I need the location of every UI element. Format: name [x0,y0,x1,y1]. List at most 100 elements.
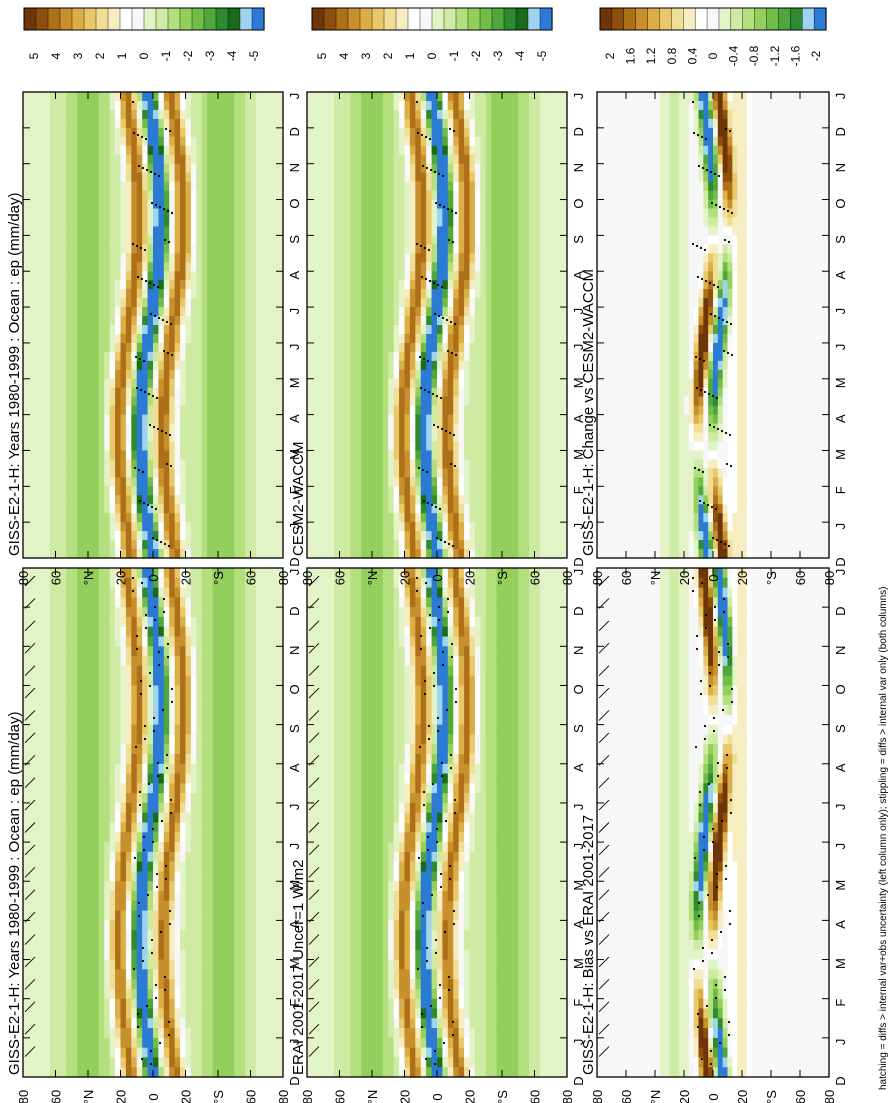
heatmap-cell [55,333,62,344]
heatmap-cell [174,783,181,794]
stipple-dot [137,914,141,918]
heatmap-cell [201,540,208,550]
panel-1-heatmap [23,568,284,1078]
heatmap-cell [201,812,208,824]
heatmap-cell [218,235,225,245]
heatmap-cell [120,540,127,550]
heatmap-cell [82,100,89,111]
heatmap-cell [185,1057,192,1068]
heatmap-cell [180,949,187,961]
heatmap-cell [104,763,111,775]
heatmap-cell [201,705,208,716]
heatmap-cell [153,793,160,804]
heatmap-cell [93,1067,100,1078]
heatmap-cell [218,773,225,784]
heatmap-cell [158,208,165,219]
heatmap-cell [245,387,252,398]
heatmap-cell [28,360,35,371]
heatmap-cell [207,163,214,174]
heatmap-cell [44,851,51,863]
heatmap-cell [218,136,225,147]
heatmap-cell [39,477,46,487]
heatmap-cell [125,656,132,667]
heatmap-cell [23,597,30,608]
heatmap-cell [136,280,143,290]
heatmap-cell [23,92,30,102]
heatmap-cell [250,226,257,236]
heatmap-cell [196,753,203,765]
heatmap-cell [44,793,51,804]
heatmap-cell [245,616,252,628]
heatmap-cell [109,636,116,647]
heatmap-cell [228,636,235,647]
heatmap-cell [158,378,165,389]
heatmap-cell [158,522,165,532]
heatmap-cell [174,1037,181,1049]
heatmap-cell [125,486,132,496]
heatmap-cell [277,695,284,706]
heatmap-cell [190,118,197,129]
heatmap-cell [77,432,84,443]
heatmap-cell [131,540,138,550]
heatmap-cell [250,763,257,775]
heatmap-cell [201,871,208,882]
heatmap-cell [60,714,67,726]
heatmap-cell [71,753,78,765]
heatmap-cell [93,871,100,882]
heatmap-cell [180,714,187,726]
heatmap-cell [223,705,230,716]
heatmap-cell [93,695,100,706]
heatmap-cell [66,540,73,550]
heatmap-cell [125,1057,132,1068]
heatmap-cell [71,432,78,443]
heatmap-cell [223,1037,230,1049]
heatmap-cell [180,369,187,380]
heatmap-cell [147,513,154,523]
heatmap-cell [115,851,122,863]
heatmap-cell [39,387,46,398]
heatmap-cell [88,949,95,961]
heatmap-cell [234,910,241,921]
heatmap-cell [207,351,214,362]
heatmap-cell [93,1037,100,1049]
heatmap-cell [245,753,252,765]
heatmap-cell [169,685,176,696]
heatmap-cell [88,705,95,716]
heatmap-cell [212,468,219,478]
heatmap-cell [82,607,89,618]
heatmap-cell [158,832,165,843]
heatmap-cell [158,468,165,478]
heatmap-cell [223,414,230,425]
heatmap-cell [239,522,246,532]
heatmap-cell [77,405,84,416]
heatmap-cell [115,773,122,784]
heatmap-cell [234,316,241,326]
heatmap-cell [196,705,203,716]
heatmap-cell [153,217,160,228]
heatmap-cell [66,773,73,784]
heatmap-cell [234,969,241,980]
heatmap-cell [125,832,132,843]
heatmap-cell [77,802,84,814]
heatmap-cell [55,773,62,784]
heatmap-cell [158,842,165,853]
heatmap-cell [158,244,165,254]
heatmap-cell [55,1037,62,1049]
heatmap-cell [88,181,95,192]
heatmap-cell [261,577,268,589]
heatmap-cell [44,636,51,647]
heatmap-cell [169,763,176,775]
heatmap-cell [239,226,246,236]
heatmap-cell [131,1047,138,1059]
heatmap-cell [255,369,262,380]
heatmap-cell [44,414,51,425]
heatmap-cell [44,1067,51,1078]
heatmap-cell [163,705,170,716]
heatmap-cell [44,597,51,608]
heatmap-cell [125,1018,132,1029]
heatmap-cell [104,414,111,425]
heatmap-cell [39,163,46,174]
heatmap-cell [71,910,78,921]
heatmap-cell [125,360,132,371]
heatmap-cell [136,378,143,389]
